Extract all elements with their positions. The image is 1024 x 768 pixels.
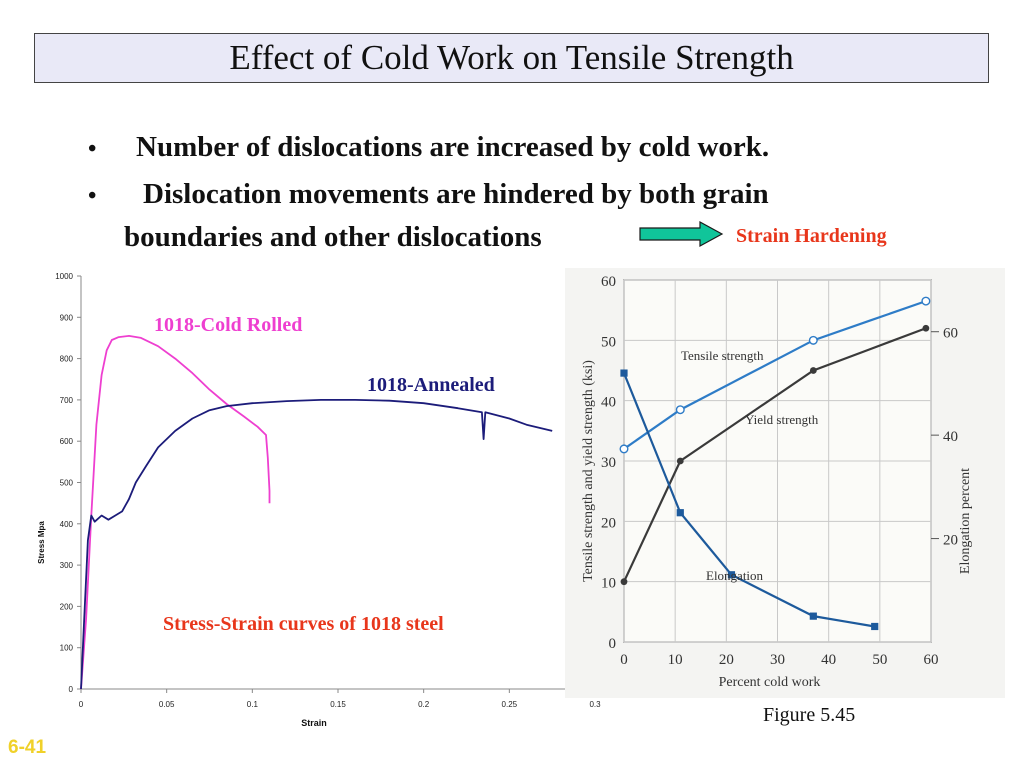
data-point-elongation	[620, 369, 628, 377]
y-axis-label-right: Elongation percent	[958, 468, 973, 574]
series-label-elongation: Elongation	[706, 568, 764, 583]
legend-annealed: 1018-Annealed	[367, 374, 495, 396]
y-tick-label: 1000	[55, 272, 73, 281]
y-tick-label: 50	[601, 334, 616, 350]
strain-hardening-label: Strain Hardening	[736, 225, 887, 247]
y-axis-label: Stress Mpa	[37, 521, 46, 564]
y-tick-label: 300	[60, 561, 74, 570]
chart-caption: Stress-Strain curves of 1018 steel	[163, 613, 444, 635]
bullet-1: Number of dislocations are increased by …	[136, 131, 770, 163]
title-box: Effect of Cold Work on Tensile Strength	[34, 33, 989, 83]
data-point-elongation	[727, 571, 736, 579]
right-tick-label: 60	[943, 326, 958, 342]
data-point-yield-strength	[922, 324, 930, 332]
x-axis-label: Strain	[301, 718, 327, 728]
data-point-yield-strength	[809, 367, 817, 374]
x-tick-label: 0.1	[247, 700, 259, 709]
x-tick-label: 0	[620, 652, 628, 668]
y-tick-label: 100	[60, 644, 74, 653]
x-tick-label: 0.25	[502, 700, 518, 709]
y-tick-label: 0	[69, 685, 74, 694]
x-tick-label: 40	[821, 652, 836, 668]
data-point-tensile-strength	[921, 296, 931, 306]
x-tick-label: 10	[668, 652, 683, 668]
y-axis-label-left: Tensile strength and yield strength (ksi…	[581, 360, 596, 582]
y-tick-label: 600	[60, 437, 74, 446]
bullet-2: Dislocation movements are hindered by bo…	[143, 178, 769, 210]
y-tick-label: 20	[601, 515, 616, 531]
data-point-tensile-strength	[808, 335, 818, 345]
y-tick-label: 800	[60, 355, 74, 364]
bullet-2-cont: boundaries and other dislocations	[124, 221, 542, 253]
slide-number: 6-41	[8, 737, 47, 758]
series-line-annealed	[80, 398, 553, 690]
x-tick-label: 30	[770, 652, 785, 668]
series-line-yield-strength	[623, 327, 927, 583]
x-tick-label: 0.15	[330, 700, 346, 709]
data-point-tensile-strength	[619, 444, 629, 454]
x-tick-label: 0	[79, 700, 84, 709]
series-label-tensile: Tensile strength	[681, 348, 764, 363]
x-tick-label: 0.05	[159, 700, 175, 709]
y-tick-label: 60	[601, 274, 616, 290]
x-tick-label: 0.3	[589, 700, 601, 709]
stress-strain-chart: 0 100 200 300 400 500 600 700 800 900 1000 0 0.05 0.1…	[37, 272, 601, 728]
x-axis-label: Percent cold work	[719, 675, 821, 690]
y-tick-label: 900	[60, 313, 74, 322]
y-tick-label: 500	[60, 479, 74, 488]
y-tick-label: 400	[60, 520, 74, 529]
x-tick-label: 50	[872, 652, 887, 668]
data-point-tensile-strength	[675, 405, 685, 415]
y-tick-label: 200	[60, 602, 74, 611]
data-point-elongation	[871, 622, 879, 631]
series-line-tensile-strength	[623, 300, 927, 450]
y-tick-label: 0	[609, 636, 617, 652]
series-label-yield: Yield strength	[745, 412, 819, 427]
y-tick-label: 700	[60, 396, 74, 405]
arrow-icon	[639, 220, 724, 248]
y-tick-label: 10	[601, 576, 616, 592]
y-tick-label: 30	[601, 455, 616, 471]
cold-work-chart: 0 10 20 30 40 50 60 0 10 20 30 40 50 60 20 40 60 Percent …	[565, 268, 1005, 698]
y-tick-label: 40	[601, 395, 616, 411]
right-tick-label: 20	[943, 533, 958, 549]
legend-cold-rolled: 1018-Cold Rolled	[154, 314, 302, 336]
data-point-elongation	[676, 509, 684, 517]
series-line-cold-rolled	[80, 335, 271, 690]
bullet-dot: •	[88, 183, 97, 209]
bullet-dot: •	[88, 136, 97, 162]
x-tick-label: 20	[719, 652, 734, 668]
data-point-elongation	[809, 612, 817, 620]
x-tick-label: 0.2	[418, 700, 430, 709]
slide-title: Effect of Cold Work on Tensile Strength	[229, 38, 794, 77]
right-tick-label: 40	[943, 429, 958, 445]
data-point-yield-strength	[676, 457, 684, 465]
figure-caption: Figure 5.45	[763, 704, 856, 726]
data-point-yield-strength	[620, 578, 628, 586]
x-tick-label: 60	[924, 652, 939, 668]
